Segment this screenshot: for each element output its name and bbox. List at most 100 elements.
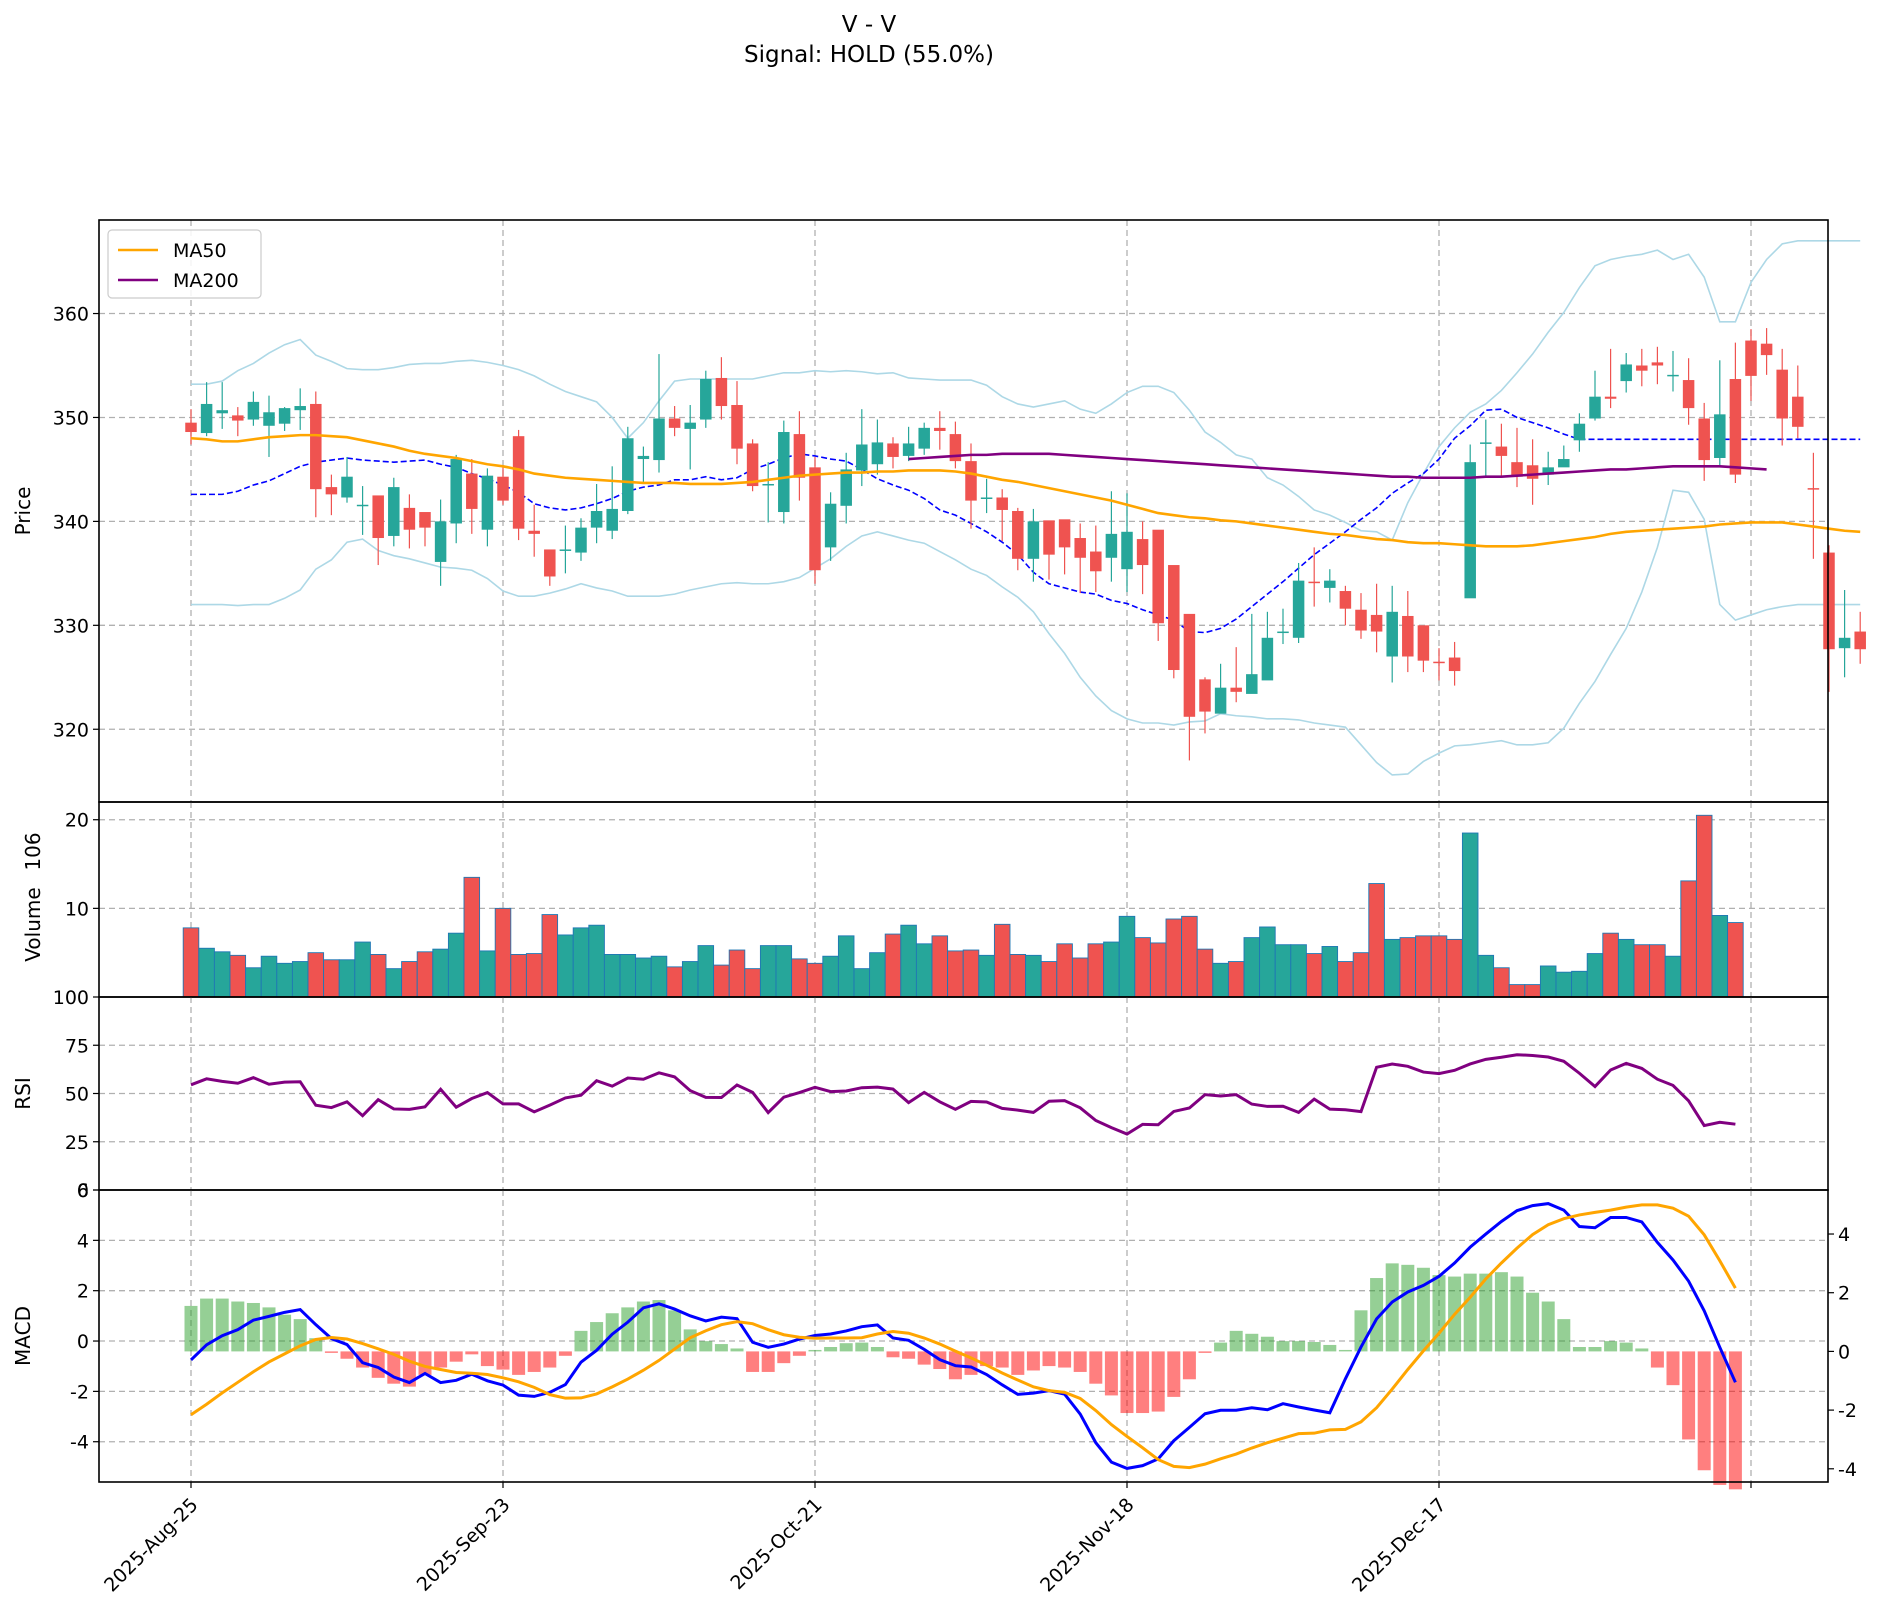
volume-bar (1649, 944, 1666, 998)
candle-body (1012, 511, 1024, 559)
candle-body (1511, 462, 1523, 477)
candle-body (294, 406, 306, 411)
candle-body (1589, 396, 1601, 419)
volume-bar (822, 955, 839, 998)
volume-bar (276, 962, 293, 998)
chart-subtitle: Signal: HOLD (55.0%) (744, 42, 994, 68)
macd-hist-bar (527, 1351, 541, 1372)
macd-hist-bar (1401, 1264, 1415, 1352)
volume-bar (635, 957, 652, 998)
candle-body (1386, 611, 1398, 657)
volume-bar (603, 954, 621, 998)
candle-body (762, 483, 774, 486)
candle-body (403, 507, 416, 530)
volume-bar (229, 954, 247, 998)
volume-bar (1633, 944, 1651, 998)
macd-hist-bar (1260, 1336, 1274, 1352)
candle-body (497, 476, 509, 501)
macd-hist-bar (636, 1301, 650, 1352)
macd-hist-bar (465, 1351, 479, 1355)
y-tick-label: 350 (53, 407, 89, 429)
y-tick-label: 75 (65, 1035, 89, 1057)
candle-body (1714, 414, 1726, 458)
ma200-line (908, 452, 1767, 480)
candle-body (996, 497, 1008, 510)
macd-hist-bar (1385, 1263, 1399, 1352)
candle-body (1105, 533, 1118, 558)
macd-hist-bar (1167, 1351, 1181, 1397)
macd-hist-bar (278, 1314, 292, 1352)
candle-body (637, 455, 650, 460)
volume-bar (1602, 932, 1619, 998)
bb-lower-line (191, 489, 1861, 776)
y-tick-label: 340 (53, 511, 89, 533)
chart-title: V - V (842, 12, 897, 38)
candle-body (450, 459, 462, 524)
macd-hist-bar (1666, 1351, 1680, 1386)
macd-hist-bar (1276, 1341, 1290, 1352)
y-tick-label: 330 (53, 615, 89, 637)
candle-body (1339, 591, 1352, 609)
volume-bar (557, 934, 574, 998)
macd-hist-bar (824, 1347, 838, 1352)
candle-body (1542, 467, 1554, 475)
candle-body (278, 408, 291, 424)
volume-bar (1571, 970, 1588, 998)
volume-bar (525, 953, 543, 998)
candle-body (1074, 538, 1086, 558)
macd-hist-bar (1011, 1351, 1025, 1375)
macd-hist-bar (777, 1351, 791, 1364)
y-right-tick-label: -4 (1838, 1459, 1857, 1481)
volume-bar (1430, 935, 1448, 998)
volume-bar (1274, 944, 1292, 998)
candle-body (949, 434, 962, 462)
candle-body (528, 530, 540, 534)
y-tick-label: 100 (53, 987, 89, 1009)
volume-bar (323, 959, 340, 998)
macd-hist-bar (714, 1344, 728, 1352)
volume-bar (993, 923, 1011, 998)
candle-body (1402, 615, 1414, 657)
volume-bar (650, 955, 668, 998)
candle-body (622, 438, 634, 511)
candle-body (1214, 687, 1227, 714)
candle-body (965, 461, 977, 501)
volume-bar (463, 876, 481, 998)
candle-body (918, 427, 930, 449)
y-tick-label: -2 (70, 1381, 89, 1403)
macd-hist-bar (1120, 1351, 1134, 1414)
candle-body (1480, 442, 1492, 444)
volume-bar (1493, 967, 1510, 998)
volume-bar (1040, 961, 1058, 998)
candle-body (1246, 674, 1258, 694)
volume-bar (978, 954, 995, 998)
volume-bar (697, 945, 715, 998)
candle-body (1324, 580, 1336, 588)
macd-hist-bar (1572, 1347, 1586, 1352)
volume-bar (619, 954, 637, 998)
volume-bar (1539, 965, 1557, 998)
candle-body (1495, 446, 1508, 456)
macd-hist-bar (512, 1351, 526, 1375)
volume-bar (182, 927, 200, 998)
ma50-line (190, 433, 1861, 548)
candle-body (1604, 396, 1617, 399)
macd-hist-bar (1089, 1351, 1103, 1384)
candle-body (824, 503, 837, 548)
volume-bar (510, 954, 527, 998)
candle-body (481, 475, 494, 530)
candle-body (902, 443, 915, 456)
candle-body (1729, 379, 1742, 475)
volume-bar (884, 933, 902, 998)
volume-bar (1695, 814, 1713, 998)
candle-body (185, 422, 197, 433)
macd-hist-bar (1682, 1351, 1696, 1440)
volume-bar (1305, 953, 1323, 998)
volume-bar (931, 935, 949, 998)
volume-bar (1212, 962, 1229, 998)
volume-bar (1259, 926, 1276, 998)
y-tick-label: 20 (65, 810, 89, 832)
candle-body (1277, 631, 1289, 634)
volume-bar (307, 952, 325, 998)
volume-bar (1617, 938, 1635, 998)
